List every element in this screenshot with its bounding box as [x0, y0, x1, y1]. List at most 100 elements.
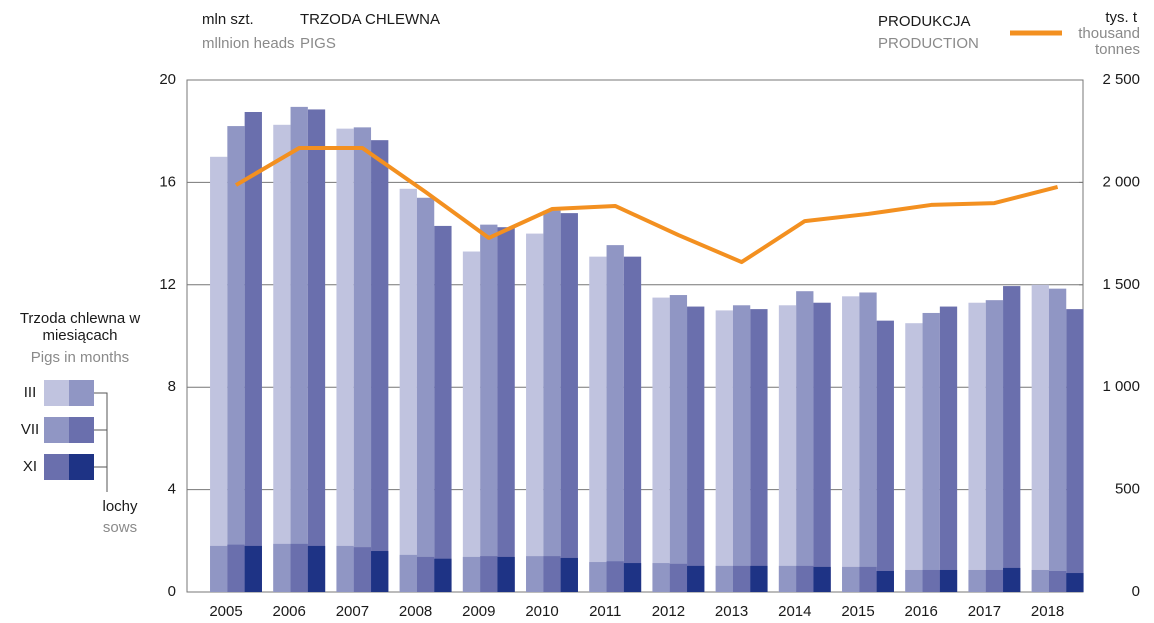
sows-bar	[290, 543, 308, 592]
y-label: mln szt.	[202, 11, 254, 28]
bar	[859, 292, 877, 592]
legend-label: III	[24, 384, 37, 401]
x-tick-label: 2007	[336, 603, 369, 620]
sows-bar	[687, 565, 705, 592]
sows-bar	[876, 571, 894, 592]
bar	[210, 156, 228, 593]
y2-label: tys. t	[1105, 9, 1138, 26]
bar	[606, 245, 624, 592]
sows-bar	[307, 545, 326, 592]
x-tick-label: 2018	[1031, 603, 1064, 620]
y-tick-label: 4	[168, 481, 176, 498]
sows-bar	[606, 561, 624, 592]
sows-bar	[922, 569, 940, 592]
bar	[1048, 288, 1067, 592]
bar	[652, 297, 670, 592]
bar	[1066, 309, 1084, 592]
bar	[480, 224, 498, 592]
y2-label-en: thousand tonnes	[1078, 26, 1140, 58]
x-tick-label: 2014	[778, 603, 811, 620]
sows-bar	[399, 554, 417, 592]
production-line	[234, 145, 1059, 265]
bar	[336, 128, 354, 592]
bar	[715, 310, 733, 592]
legend-swatch	[44, 417, 69, 443]
bar	[876, 320, 894, 592]
bar	[778, 305, 797, 592]
bar	[968, 302, 986, 592]
sows-bar	[227, 544, 245, 592]
y-tick-label: 8	[168, 378, 176, 395]
bar	[416, 197, 435, 592]
y-tick-label: 12	[159, 276, 176, 293]
sows-bar	[1003, 567, 1021, 592]
sows-bar	[371, 551, 389, 592]
sows-bar	[480, 556, 498, 592]
chart-title: TRZODA CHLEWNA	[300, 11, 440, 28]
y-label-en: mllnion heads	[202, 35, 295, 52]
y2-label-en-box: thousand tonnes	[1078, 26, 1140, 58]
legend-swatch-sows	[69, 454, 94, 480]
bar	[353, 127, 372, 593]
y-tick-label: 16	[159, 173, 176, 190]
y-tick-label: 0	[168, 583, 176, 600]
sows-bar	[859, 566, 877, 592]
bar	[623, 256, 642, 592]
y2-tick-label: 0	[1132, 583, 1140, 600]
y2-tick-label: 1 000	[1102, 378, 1140, 395]
sows-bar	[1066, 573, 1084, 592]
sows-bar	[589, 562, 607, 592]
bar	[290, 106, 308, 592]
y2-tick-label: 2 500	[1102, 71, 1140, 88]
bar	[813, 302, 831, 592]
sows-bar	[353, 547, 372, 592]
legend-label: VII	[21, 421, 39, 438]
bar	[1003, 286, 1021, 592]
bar	[842, 296, 860, 592]
bar	[985, 300, 1004, 592]
legend-title-en: Pigs in months	[31, 349, 129, 366]
bar	[543, 210, 561, 592]
y-tick-label: 20	[159, 71, 176, 88]
sows-label-en: sows	[103, 519, 137, 536]
line-legend: PRODUKCJA	[878, 13, 971, 30]
legend-swatch	[44, 380, 69, 406]
sows-bar	[273, 543, 291, 592]
x-tick-label: 2016	[905, 603, 938, 620]
bar	[371, 140, 389, 592]
sows-bar	[336, 545, 354, 592]
bar	[732, 305, 751, 592]
sows-bar	[434, 558, 452, 592]
sows-bar	[623, 563, 642, 592]
bar	[922, 312, 940, 592]
x-tick-label: 2005	[209, 603, 242, 620]
x-tick-label: 2006	[273, 603, 306, 620]
bar	[462, 251, 481, 592]
sows-label: lochy	[102, 498, 138, 515]
sows-bar	[842, 566, 860, 592]
bar	[227, 126, 245, 592]
bar	[1031, 284, 1049, 592]
sows-bar	[813, 566, 831, 592]
bar	[669, 295, 688, 592]
bar	[434, 225, 452, 593]
bar	[307, 109, 326, 592]
legend-title-box: Trzoda chlewna w miesiącach	[20, 310, 140, 344]
sows-bar	[1031, 569, 1049, 592]
x-tick-label: 2013	[715, 603, 748, 620]
bar	[497, 227, 515, 592]
sows-bar	[244, 545, 262, 592]
bar	[939, 306, 958, 592]
bar	[750, 309, 768, 592]
bar	[589, 256, 607, 592]
y2-tick-label: 2 000	[1102, 173, 1140, 190]
bar	[244, 112, 262, 592]
sows-bar	[210, 545, 228, 592]
sows-bar	[543, 556, 561, 592]
legend-swatch	[44, 454, 69, 480]
x-tick-label: 2010	[525, 603, 558, 620]
sows-bar	[968, 569, 986, 592]
x-tick-label: 2012	[652, 603, 685, 620]
sows-bar	[715, 565, 733, 592]
